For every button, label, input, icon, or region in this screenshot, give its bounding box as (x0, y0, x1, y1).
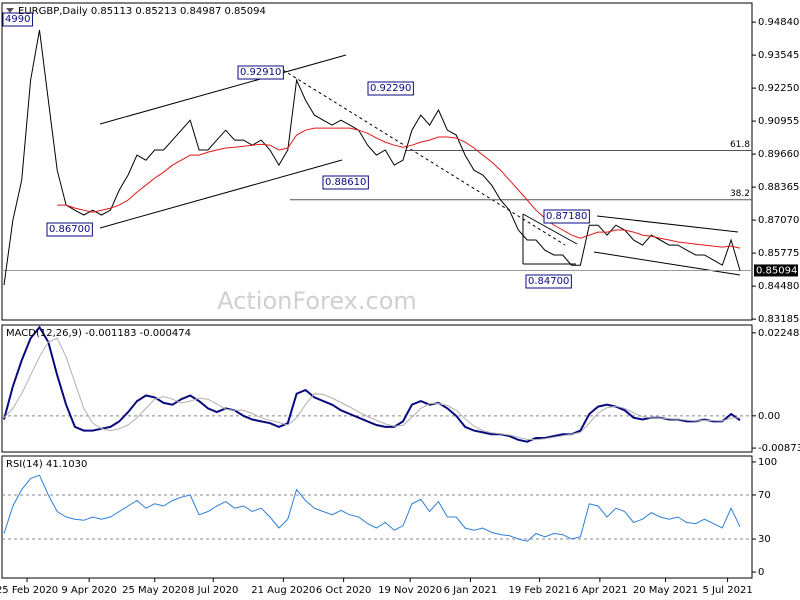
y-tick-label: 0.85775 (758, 248, 799, 259)
y-tick-label: 0 (758, 567, 764, 578)
watermark: ActionForex.com (217, 287, 417, 315)
x-tick-label: 20 May 2021 (633, 585, 698, 596)
fib-label: 38.2 (730, 189, 750, 199)
annotation: 0.92290 (370, 83, 411, 94)
x-tick-label: 6 Apr 2021 (572, 585, 627, 596)
annotation: 0.87180 (546, 211, 587, 222)
channel-line (593, 251, 741, 276)
fib-label: 61.8 (730, 140, 750, 150)
series-line (3, 337, 741, 441)
header-icon (6, 8, 14, 13)
y-tick-label: 30 (758, 534, 771, 545)
annotation-box (525, 274, 572, 289)
y-tick-label: 100 (758, 457, 777, 468)
panel (1, 455, 753, 579)
y-tick-label: 0.84480 (758, 281, 799, 292)
x-tick-label: 21 Aug 2020 (251, 585, 315, 596)
x-tick-label: 6 Jan 2021 (444, 585, 498, 596)
y-tick-label: 70 (758, 490, 771, 501)
panel (1, 2, 753, 321)
annotation-box (2, 12, 33, 27)
annotation-box (46, 222, 93, 237)
x-tick-label: 25 May 2020 (122, 585, 187, 596)
panel (1, 324, 753, 453)
y-tick-label: 0.94840 (758, 17, 799, 28)
x-tick-label: 6 Oct 2020 (316, 585, 371, 596)
y-tick-label: 0.022482 (758, 328, 800, 339)
y-tick-label: -0.008736 (758, 443, 800, 454)
annotation-box (237, 65, 284, 80)
series-line (3, 474, 741, 542)
series-line (3, 29, 741, 286)
annotation-box (322, 175, 369, 190)
x-tick-label: 19 Feb 2021 (508, 585, 570, 596)
x-tick-label: 5 Jul 2021 (702, 585, 752, 596)
channel-line (99, 54, 347, 125)
annotation: 0.84700 (528, 276, 569, 287)
annotation: 0.88610 (325, 177, 366, 188)
x-tick-label: 25 Feb 2020 (0, 585, 58, 596)
panel-title: MACD(12,26,9) -0.001183 -0.000474 (6, 328, 191, 339)
x-tick-label: 9 Apr 2020 (61, 585, 116, 596)
price-label: 0.85094 (756, 265, 797, 276)
annotation: 0.86700 (49, 224, 90, 235)
x-tick-label: 19 Nov 2020 (378, 585, 442, 596)
series-line (3, 325, 741, 443)
y-tick-label: 0.88365 (758, 182, 799, 193)
y-tick-label: 0.87070 (758, 215, 799, 226)
y-tick-label: 0.83185 (758, 314, 799, 325)
series-line (57, 127, 741, 249)
panel-title: RSI(14) 41.1030 (6, 459, 87, 470)
channel-line (99, 159, 343, 229)
y-tick-label: 0.00 (758, 411, 780, 422)
annotation-box (543, 209, 590, 224)
x-tick-label: 8 Jul 2020 (188, 585, 238, 596)
annotation: 4990 (5, 14, 30, 25)
channel-line (522, 213, 578, 245)
y-tick-label: 0.89660 (758, 149, 799, 160)
trend-line (282, 69, 566, 246)
y-tick-label: 0.93545 (758, 50, 799, 61)
trendlines (99, 54, 741, 276)
price-box (754, 264, 798, 277)
annotation-box (367, 81, 414, 96)
channel-line (596, 215, 739, 233)
annotation: 0.92910 (240, 67, 281, 78)
y-tick-label: 0.90955 (758, 116, 799, 127)
panel-title: EURGBP,Daily 0.85113 0.85213 0.84987 0.8… (18, 6, 266, 17)
y-tick-label: 0.92250 (758, 83, 799, 94)
